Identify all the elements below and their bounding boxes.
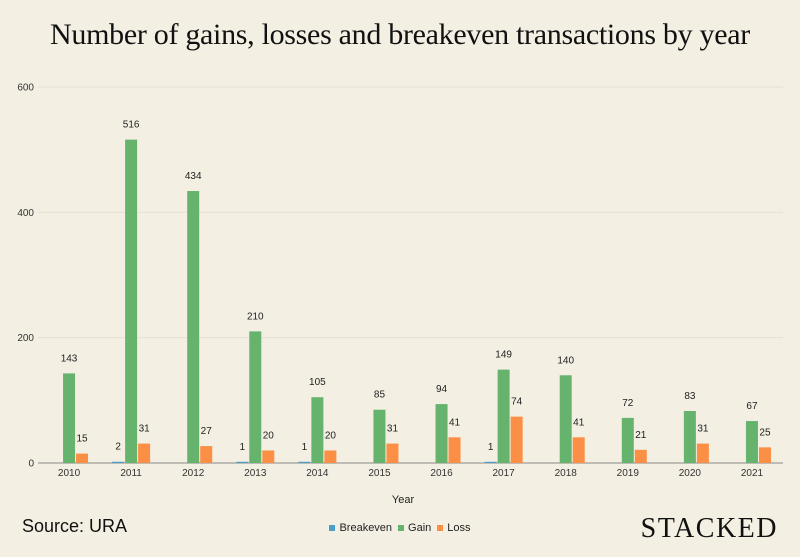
bar-loss-2015 <box>386 443 399 463</box>
bar-breakeven-2013 <box>236 461 249 463</box>
data-label-loss-2013: 20 <box>263 430 275 441</box>
bar-loss-2021 <box>758 447 771 463</box>
bar-loss-2012 <box>200 446 213 463</box>
bar-loss-2017 <box>510 416 523 463</box>
bar-gain-2015 <box>373 409 386 463</box>
legend-item-loss: Loss <box>437 522 471 534</box>
y-tick-label: 400 <box>17 208 34 219</box>
gridlines <box>38 86 783 464</box>
data-label-loss-2011: 31 <box>139 424 151 435</box>
source-text: Source: URA <box>22 516 128 536</box>
chart-title: Number of gains, losses and breakeven tr… <box>50 18 750 51</box>
bar-gain-2013 <box>249 331 262 463</box>
data-label-gain-2010: 143 <box>61 353 78 364</box>
legend-item-gain: Gain <box>398 522 431 534</box>
bar-loss-2013 <box>262 450 275 463</box>
bar-gain-2014 <box>311 397 324 463</box>
data-label-gain-2014: 105 <box>309 377 326 388</box>
legend-item-breakeven: Breakeven <box>329 522 392 534</box>
bar-breakeven-2011 <box>112 461 125 463</box>
x-tick-label: 2018 <box>555 468 578 479</box>
x-tick-label: 2019 <box>617 468 640 479</box>
y-tick-label: 600 <box>17 83 34 94</box>
x-axis-ticks: 2010 2011 2012 2013 2014 2015 2016 2017 2018 2019… <box>58 468 764 479</box>
x-tick-label: 2010 <box>58 468 81 479</box>
legend-label: Loss <box>447 522 471 534</box>
data-label-gain-2020: 83 <box>684 391 696 402</box>
bars <box>63 139 771 463</box>
legend-label: Breakeven <box>339 522 393 534</box>
data-label-gain-2011: 516 <box>123 120 140 131</box>
data-label-gain-2017: 149 <box>495 350 512 361</box>
x-tick-label: 2014 <box>306 468 329 479</box>
bar-loss-2019 <box>634 449 647 463</box>
data-label-loss-2020: 31 <box>697 424 709 435</box>
x-tick-label: 2012 <box>182 468 205 479</box>
data-label-gain-2019: 72 <box>622 398 634 409</box>
legend-swatch <box>329 525 336 531</box>
brand-logo: STACKED <box>640 513 778 544</box>
bar-loss-2020 <box>696 443 709 463</box>
legend: Breakeven Gain Loss <box>0 522 800 534</box>
legend-swatch <box>437 525 444 531</box>
data-label-breakeven-2011: 2 <box>115 442 121 453</box>
bar-gain-2021 <box>745 421 758 463</box>
bar-loss-2011 <box>138 443 151 463</box>
x-tick-label: 2020 <box>679 468 702 479</box>
data-labels: 143 15 2 516 31 434 27 1 210 20 1 105 20 85 31 94 41 1 149… <box>61 120 771 453</box>
data-label-loss-2018: 41 <box>573 417 585 428</box>
legend-label: Gain <box>408 522 432 534</box>
bar-gain-2017 <box>497 369 510 463</box>
bar-gain-2016 <box>435 404 448 463</box>
data-label-loss-2019: 21 <box>635 430 647 441</box>
data-label-loss-2012: 27 <box>201 426 213 437</box>
x-tick-label: 2016 <box>430 468 453 479</box>
data-label-gain-2012: 434 <box>185 171 202 182</box>
data-label-breakeven-2013: 1 <box>240 442 246 453</box>
data-label-loss-2014: 20 <box>325 430 337 441</box>
bar-loss-2016 <box>448 437 461 463</box>
data-label-gain-2016: 94 <box>436 384 448 395</box>
data-label-loss-2010: 15 <box>76 434 88 445</box>
x-tick-label: 2011 <box>120 468 142 479</box>
x-tick-label: 2013 <box>244 468 267 479</box>
y-axis-ticks: 0 200 400 600 <box>17 83 34 470</box>
bar-gain-2011 <box>125 139 138 463</box>
bar-gain-2020 <box>683 410 696 463</box>
data-label-loss-2015: 31 <box>387 424 399 435</box>
bar-loss-2018 <box>572 437 585 463</box>
data-label-gain-2021: 67 <box>746 401 758 412</box>
y-tick-label: 0 <box>28 459 34 470</box>
data-label-breakeven-2014: 1 <box>302 442 308 453</box>
data-label-loss-2017: 74 <box>511 397 523 408</box>
data-label-gain-2013: 210 <box>247 311 264 322</box>
x-tick-label: 2021 <box>741 468 764 479</box>
data-label-gain-2018: 140 <box>557 355 574 366</box>
bar-gain-2012 <box>187 191 200 463</box>
data-label-loss-2016: 41 <box>449 417 461 428</box>
data-label-gain-2015: 85 <box>374 390 386 401</box>
bar-gain-2010 <box>63 373 76 463</box>
data-label-breakeven-2017: 1 <box>488 442 494 453</box>
x-axis-label: Year <box>392 494 415 506</box>
x-tick-label: 2015 <box>368 468 391 479</box>
bar-loss-2010 <box>76 453 89 463</box>
y-tick-label: 200 <box>17 333 34 344</box>
bar-breakeven-2017 <box>484 461 497 463</box>
bar-breakeven-2014 <box>298 461 311 463</box>
bar-gain-2019 <box>621 417 634 463</box>
legend-swatch <box>398 525 405 531</box>
data-label-loss-2021: 25 <box>759 427 771 438</box>
x-tick-label: 2017 <box>493 468 516 479</box>
bar-loss-2014 <box>324 450 337 463</box>
bar-gain-2018 <box>559 375 572 463</box>
